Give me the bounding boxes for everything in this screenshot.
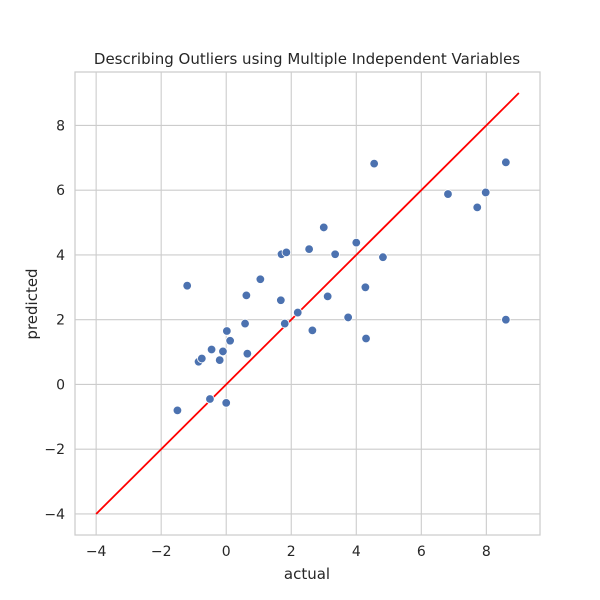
data-point: [197, 353, 207, 364]
data-point: [240, 318, 250, 329]
y-tick-label: −4: [44, 507, 65, 523]
data-point: [304, 244, 314, 254]
data-point: [293, 307, 303, 318]
x-axis-label: actual: [284, 565, 330, 583]
points: [172, 157, 511, 416]
data-point: [369, 158, 379, 169]
data-point: [221, 398, 231, 408]
data-point: [255, 274, 266, 284]
data-point: [215, 355, 225, 365]
data-point: [322, 291, 333, 302]
data-point: [443, 189, 453, 199]
y-tick-label: 6: [56, 183, 65, 199]
data-point: [480, 187, 491, 198]
data-point: [360, 282, 371, 293]
y-tick-labels: −4 −2 0 2 4 6 8: [44, 118, 65, 523]
plot-frame: [74, 71, 541, 536]
data-point: [319, 222, 329, 233]
x-tick-label: 2: [287, 544, 296, 560]
y-axis-label: predicted: [23, 268, 41, 339]
data-point: [182, 280, 192, 291]
data-point: [225, 336, 235, 346]
y-tick-label: 4: [56, 248, 65, 264]
data-point: [343, 312, 353, 323]
y-tick-label: 2: [56, 313, 65, 329]
data-point: [378, 252, 388, 262]
data-point: [307, 325, 318, 336]
data-point: [222, 326, 232, 336]
x-tick-label: −4: [86, 544, 107, 560]
data-point: [172, 405, 183, 416]
data-point: [218, 346, 228, 357]
x-tick-label: 4: [352, 544, 361, 560]
data-point: [330, 249, 340, 259]
chart-title: Describing Outliers using Multiple Indep…: [94, 50, 520, 68]
y-tick-label: 8: [56, 118, 65, 134]
data-point: [280, 318, 290, 329]
data-point: [205, 394, 215, 404]
reference-line: [95, 92, 520, 515]
x-tick-labels: −4 −2 0 2 4 6 8: [86, 544, 491, 560]
y-tick-label: −2: [44, 442, 65, 458]
data-point: [361, 333, 371, 344]
y-tick-label: 0: [56, 377, 65, 393]
data-point: [351, 237, 361, 248]
data-point: [242, 348, 253, 359]
data-point: [472, 202, 482, 213]
data-point: [241, 290, 252, 301]
data-point: [501, 157, 511, 168]
grid: [75, 72, 540, 535]
data-point: [276, 295, 286, 305]
data-point: [501, 314, 511, 325]
x-tick-label: 0: [222, 544, 231, 560]
data-point: [281, 247, 292, 258]
data-point: [206, 344, 217, 355]
x-tick-label: 8: [482, 544, 491, 560]
x-tick-label: −2: [151, 544, 172, 560]
x-tick-label: 6: [417, 544, 426, 560]
